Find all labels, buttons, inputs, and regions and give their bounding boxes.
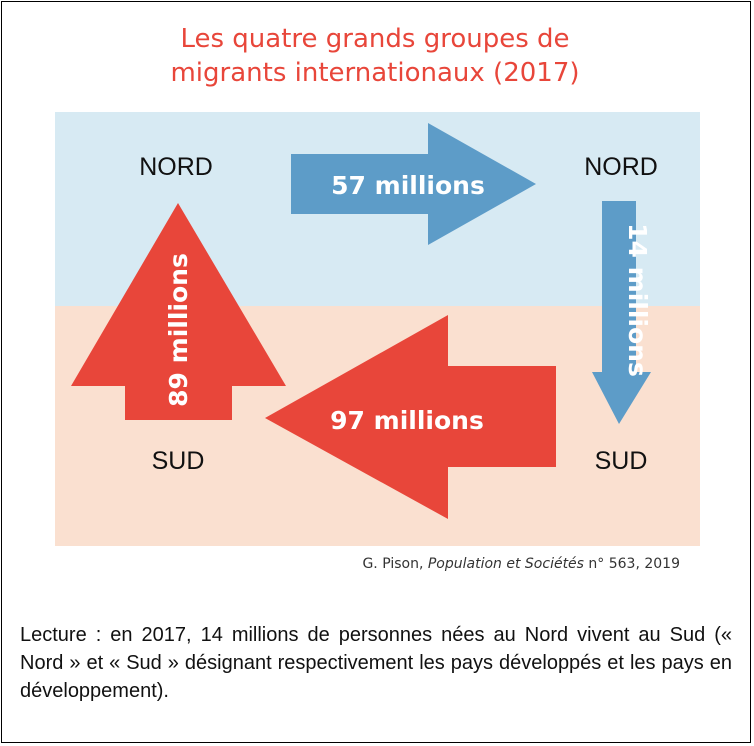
- source-rest: n° 563, 2019: [583, 556, 680, 572]
- source-credit: G. Pison, Population et Sociétés n° 563,…: [330, 556, 680, 572]
- region-north-right: NORD: [584, 153, 658, 181]
- title-line-2: migrants internationaux (2017): [170, 58, 580, 88]
- label-south-to-north: 89 millions: [164, 253, 193, 407]
- figure-title: Les quatre grands groupes de migrants in…: [0, 22, 750, 90]
- label-north-to-north: 57 millions: [331, 171, 485, 200]
- region-north-left: NORD: [139, 153, 213, 181]
- source-publication: Population et Sociétés: [427, 556, 584, 572]
- arrow-north-to-north: [291, 123, 536, 245]
- arrow-south-to-north: [71, 203, 286, 420]
- source-author: G. Pison,: [362, 556, 428, 572]
- region-south-right: SUD: [595, 447, 648, 475]
- reading-note: Lecture : en 2017, 14 millions de person…: [20, 624, 732, 702]
- arrow-north-to-south: [592, 201, 651, 424]
- title-line-1: Les quatre grands groupes de: [180, 24, 570, 54]
- arrow-south-to-south: [265, 315, 556, 519]
- label-south-to-south: 97 millions: [330, 406, 484, 435]
- region-south-left: SUD: [152, 447, 205, 475]
- label-north-to-south: 14 millions: [623, 223, 652, 377]
